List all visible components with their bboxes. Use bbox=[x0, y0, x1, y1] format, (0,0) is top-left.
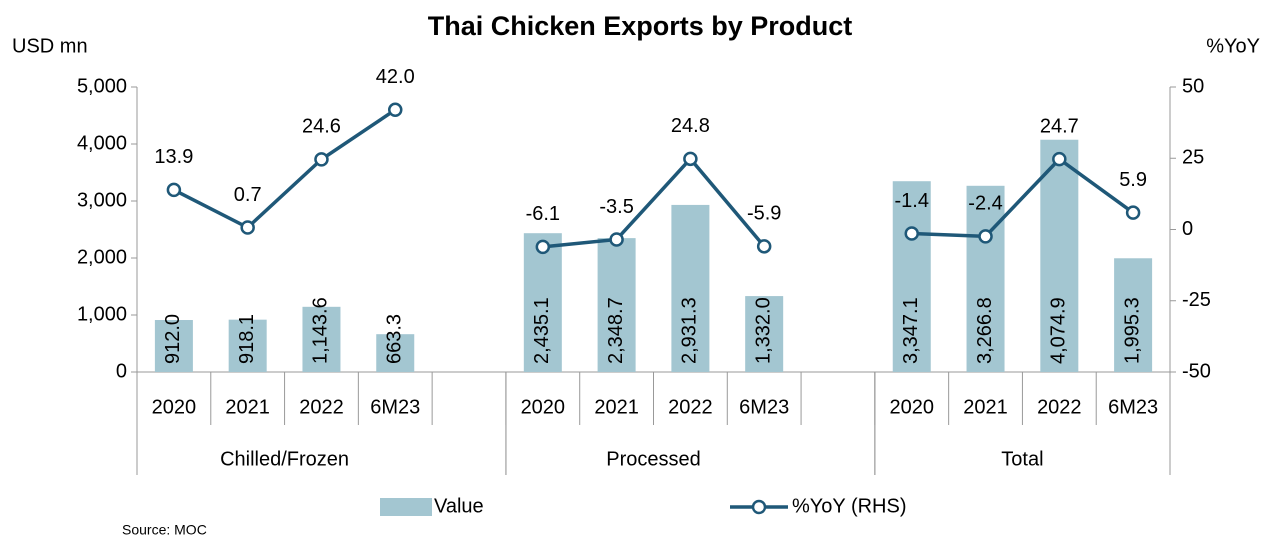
bar bbox=[154, 320, 193, 372]
bar-value-label: 1,332.0 bbox=[752, 297, 774, 364]
bar bbox=[228, 319, 267, 372]
group-label: Processed bbox=[606, 448, 701, 470]
y-tick-label: 3,000 bbox=[77, 189, 127, 211]
y2-tick-label: -25 bbox=[1182, 289, 1211, 311]
bar bbox=[302, 306, 341, 372]
yoy-value-label: -1.4 bbox=[895, 190, 929, 212]
yoy-marker bbox=[609, 232, 624, 247]
bar bbox=[1040, 139, 1079, 372]
legend-marker bbox=[751, 499, 767, 515]
yoy-marker bbox=[1125, 205, 1141, 220]
bar-value-label: 918.1 bbox=[236, 314, 258, 364]
bar-value-label: 3,266.8 bbox=[974, 297, 996, 364]
bar bbox=[1114, 258, 1153, 372]
x-tick-label: 2021 bbox=[225, 396, 270, 418]
group-label: Chilled/Frozen bbox=[220, 448, 349, 470]
yoy-value-label: 24.8 bbox=[671, 115, 710, 137]
yoy-value-label: 24.7 bbox=[1040, 115, 1079, 137]
yoy-marker bbox=[166, 182, 182, 198]
bar bbox=[597, 238, 636, 372]
x-tick-label: 6M23 bbox=[370, 396, 420, 418]
y-tick-label: 2,000 bbox=[77, 246, 127, 268]
x-tick-label: 2022 bbox=[1037, 396, 1082, 418]
yoy-value-label: 0.7 bbox=[234, 184, 262, 206]
x-tick-label: 2020 bbox=[152, 396, 197, 418]
x-tick-label: 6M23 bbox=[739, 396, 789, 418]
y-tick-label: 5,000 bbox=[77, 75, 127, 97]
yoy-marker bbox=[683, 151, 698, 167]
x-tick-label: 2022 bbox=[668, 396, 713, 418]
chart-title: Thai Chicken Exports by Product bbox=[428, 11, 853, 41]
yoy-line bbox=[173, 108, 1135, 249]
yoy-value-label: -6.1 bbox=[526, 203, 560, 225]
yoy-value-label: -2.4 bbox=[968, 193, 1002, 215]
yoy-value-label: 42.0 bbox=[376, 66, 415, 88]
bar bbox=[523, 233, 562, 372]
y-tick-label: 0 bbox=[116, 360, 127, 382]
x-tick-label: 2021 bbox=[594, 396, 639, 418]
bar-value-label: 3,347.1 bbox=[900, 297, 922, 364]
bar bbox=[966, 185, 1005, 372]
bar-value-label: 2,348.7 bbox=[605, 297, 627, 364]
y2-tick-label: 0 bbox=[1182, 218, 1193, 240]
y2-tick-label: 25 bbox=[1182, 147, 1204, 169]
y-tick-label: 1,000 bbox=[77, 303, 127, 325]
source: Source: MOC bbox=[122, 522, 207, 538]
yoy-marker bbox=[1052, 151, 1067, 167]
yoy-value-label: 24.6 bbox=[302, 116, 341, 138]
yoy-marker bbox=[240, 220, 255, 235]
bar-value-label: 663.3 bbox=[384, 314, 406, 364]
yoy-marker bbox=[388, 102, 403, 118]
yoy-marker bbox=[314, 152, 329, 167]
x-tick-label: 2022 bbox=[299, 396, 344, 418]
x-tick-label: 2020 bbox=[890, 396, 935, 418]
bar bbox=[671, 204, 710, 372]
bar bbox=[376, 334, 415, 372]
bar-value-label: 912.0 bbox=[162, 314, 184, 364]
yoy-marker bbox=[978, 229, 993, 244]
legend-label: %YoY (RHS) bbox=[792, 495, 907, 517]
bar-value-label: 1,143.6 bbox=[310, 297, 332, 364]
bar bbox=[745, 296, 784, 372]
yoy-value-label: 5.9 bbox=[1119, 169, 1147, 191]
yoy-marker bbox=[756, 239, 772, 254]
legend-label: Value bbox=[434, 495, 484, 517]
y-axis-label: USD mn bbox=[12, 35, 88, 57]
bar-value-label: 2,435.1 bbox=[531, 297, 553, 364]
bar-value-label: 2,931.3 bbox=[679, 297, 701, 364]
bar-value-label: 4,074.9 bbox=[1048, 297, 1070, 364]
y2-tick-label: -50 bbox=[1182, 360, 1211, 382]
yoy-marker bbox=[535, 239, 551, 255]
group-label: Total bbox=[1001, 448, 1043, 470]
y-tick-label: 4,000 bbox=[77, 132, 127, 154]
yoy-value-label: -5.9 bbox=[747, 203, 781, 225]
y2-axis-label: %YoY bbox=[1206, 35, 1260, 57]
bar bbox=[892, 181, 931, 372]
yoy-value-label: 13.9 bbox=[154, 146, 193, 168]
x-tick-label: 2020 bbox=[521, 396, 566, 418]
x-tick-label: 6M23 bbox=[1108, 396, 1158, 418]
legend-swatch bbox=[380, 498, 432, 516]
yoy-marker bbox=[904, 226, 919, 241]
y2-tick-label: 50 bbox=[1182, 75, 1204, 97]
x-tick-label: 2021 bbox=[963, 396, 1008, 418]
yoy-value-label: -3.5 bbox=[599, 196, 633, 218]
bar-value-label: 1,995.3 bbox=[1121, 297, 1143, 364]
